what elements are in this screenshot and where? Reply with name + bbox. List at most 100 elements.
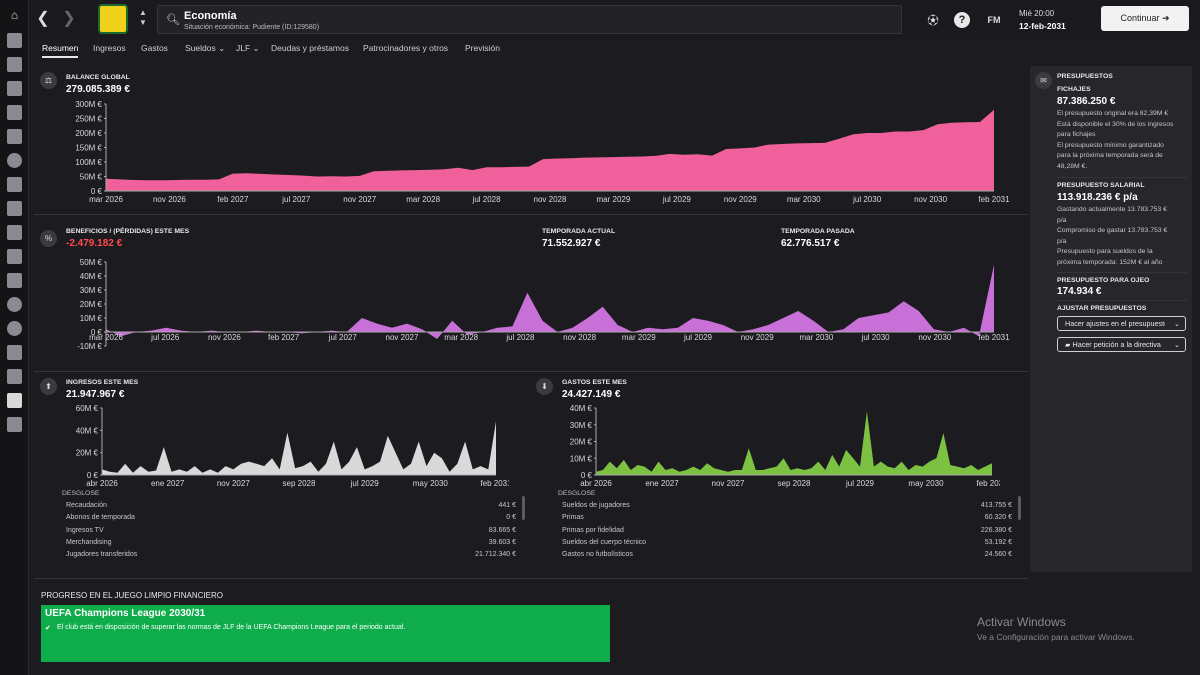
ffp-competition: UEFA Champions League 2030/31 (45, 608, 206, 619)
medical-icon[interactable] (7, 225, 22, 240)
refresh-icon[interactable] (7, 321, 22, 336)
tab-patrocinadores[interactable]: Patrocinadores y otros (363, 43, 449, 53)
finances-icon[interactable] (7, 393, 22, 408)
x-tick-label: ene 2027 (645, 479, 679, 488)
windows-watermark-text: Ve a Configuración para activar Windows. (977, 632, 1135, 642)
briefcase-icon[interactable] (7, 369, 22, 384)
training-icon[interactable] (7, 201, 22, 216)
breakdown-item-value: 24.560 € (984, 551, 1012, 559)
income-label: INGRESOS ESTE MES (66, 379, 139, 386)
breakdown-scrollbar[interactable] (1018, 496, 1021, 520)
y-tick-label: 20M € (80, 300, 103, 309)
search-bar[interactable]: 🔍︎ Economía Situación económica: Pudient… (157, 5, 902, 34)
x-tick-label: nov 2029 (741, 333, 774, 342)
club-shield-icon[interactable] (7, 345, 22, 360)
income-breakdown-label: DESGLOSE (62, 490, 100, 497)
x-tick-label: nov 2026 (153, 195, 186, 204)
club-switch-icon[interactable]: ▲ ▼ (139, 8, 147, 27)
balance-icon: ⚖ (40, 72, 57, 89)
budgets-title: PRESUPUESTOS (1057, 73, 1113, 80)
x-tick-label: mar 2030 (800, 333, 834, 342)
y-tick-label: 60M € (76, 404, 99, 413)
tab-sueldos[interactable]: Sueldos ⌄ (185, 43, 226, 53)
game-date: 12-feb-2031 (1019, 21, 1066, 31)
series-area (106, 264, 994, 339)
breakdown-item-name: Primas (562, 514, 584, 522)
note-line: 48,28M €. (1057, 162, 1088, 170)
y-tick-label: 20M € (76, 449, 99, 458)
stats-icon[interactable] (7, 417, 22, 432)
tab-prevision[interactable]: Previsión (465, 43, 500, 53)
calendar-icon[interactable] (7, 249, 22, 264)
wage-budget-value: 113.918.236 € p/a (1057, 192, 1138, 203)
note-line: El presupuesto mínimo garantizado (1057, 141, 1164, 149)
divider (34, 371, 1028, 372)
continue-button[interactable]: Continuar ➔ (1101, 6, 1189, 31)
series-area (102, 421, 496, 475)
x-tick-label: jul 2026 (150, 333, 180, 342)
y-tick-label: -10M € (77, 342, 102, 351)
breakdown-item-value: 0 € (506, 514, 516, 522)
income-arrow-icon: ⬆ (40, 378, 57, 395)
inbox-icon[interactable] (7, 33, 22, 48)
breakdown-item-name: Merchandising (66, 538, 112, 546)
y-tick-label: 50M € (80, 173, 103, 182)
current-season-value: 71.552.927 € (542, 238, 601, 249)
breakdown-scrollbar[interactable] (522, 496, 525, 520)
club-crest[interactable] (98, 4, 128, 34)
schedule-icon[interactable] (7, 129, 22, 144)
tab-ingresos[interactable]: Ingresos (93, 43, 126, 53)
x-tick-label: mar 2028 (444, 333, 478, 342)
tab-jlf[interactable]: JLF ⌄ (236, 43, 260, 53)
chevron-down-icon: ⌄ (1173, 340, 1180, 349)
tab-resumen[interactable]: Resumen (42, 43, 79, 58)
x-tick-label: mar 2029 (597, 195, 631, 204)
staff-icon[interactable] (7, 177, 22, 192)
breakdown-item-name: Primas por fidelidad (562, 526, 624, 534)
competitions-icon[interactable] (7, 153, 22, 168)
x-tick-label: may 2030 (413, 479, 449, 488)
squad-icon[interactable] (7, 57, 22, 72)
chevron-down-icon: ⌄ (1173, 319, 1180, 328)
y-tick-label: 100M € (75, 158, 102, 167)
transfers-icon[interactable] (7, 105, 22, 120)
tactics-icon[interactable] (7, 81, 22, 96)
tab-gastos[interactable]: Gastos (141, 43, 168, 53)
home-icon[interactable]: ⌂ (10, 8, 19, 22)
divider (34, 214, 1028, 215)
forward-button[interactable]: ❯ (62, 10, 76, 27)
x-tick-label: abr 2026 (580, 479, 612, 488)
game-time: Mié 20:00 (1019, 9, 1055, 18)
breakdown-item-name: Sueldos del cuerpo técnico (562, 538, 647, 546)
x-tick-label: jul 2029 (845, 479, 875, 488)
series-area (106, 109, 994, 191)
y-tick-label: 250M € (75, 115, 102, 124)
request-board-label: Hacer petición a la directiva (1072, 340, 1161, 349)
transfer-budget-label: FICHAJES (1057, 86, 1091, 93)
transfer-budget-notes: El presupuesto original era 82,39M € Est… (1057, 109, 1187, 173)
x-tick-label: ene 2027 (151, 479, 185, 488)
adjust-budget-button[interactable]: Hacer ajustes en el presupuesto ⌄ (1057, 316, 1186, 331)
tab-deudas[interactable]: Deudas y préstamos (271, 43, 349, 53)
balance-chart: 0 € 50M € 100M € 150M € 200M € 250M € 300M € ma… (75, 100, 1010, 204)
note-line: Está disponible el 30% de los ingresos (1057, 120, 1174, 128)
back-button[interactable]: ❮ (36, 10, 50, 27)
help-icon[interactable]: ? (954, 12, 970, 28)
trophy-icon[interactable] (7, 273, 22, 288)
x-tick-label: feb 2031 (978, 195, 1010, 204)
y-tick-label: 300M € (75, 100, 102, 109)
y-tick-label: 0 € (581, 471, 593, 480)
x-tick-label: nov 2027 (712, 479, 745, 488)
scouting-icon[interactable] (7, 297, 22, 312)
y-tick-label: 0 € (87, 471, 99, 480)
fm-menu-button[interactable]: FM (987, 15, 1001, 25)
expenses-label: GASTOS ESTE MES (562, 379, 627, 386)
expenses-breakdown-label: DESGLOSE (558, 490, 596, 497)
request-board-button[interactable]: ▰ Hacer petición a la directiva ⌄ (1057, 337, 1186, 352)
globe-icon[interactable]: ⚽︎ (927, 15, 939, 27)
note-line: Compromiso de gastar 13.783.753 € (1057, 227, 1168, 235)
ffp-status-card[interactable]: UEFA Champions League 2030/31 ✔ El club … (41, 605, 610, 662)
y-tick-label: 0 € (91, 187, 103, 196)
x-tick-label: feb 2031 (480, 479, 509, 488)
percent-icon: % (40, 230, 57, 247)
